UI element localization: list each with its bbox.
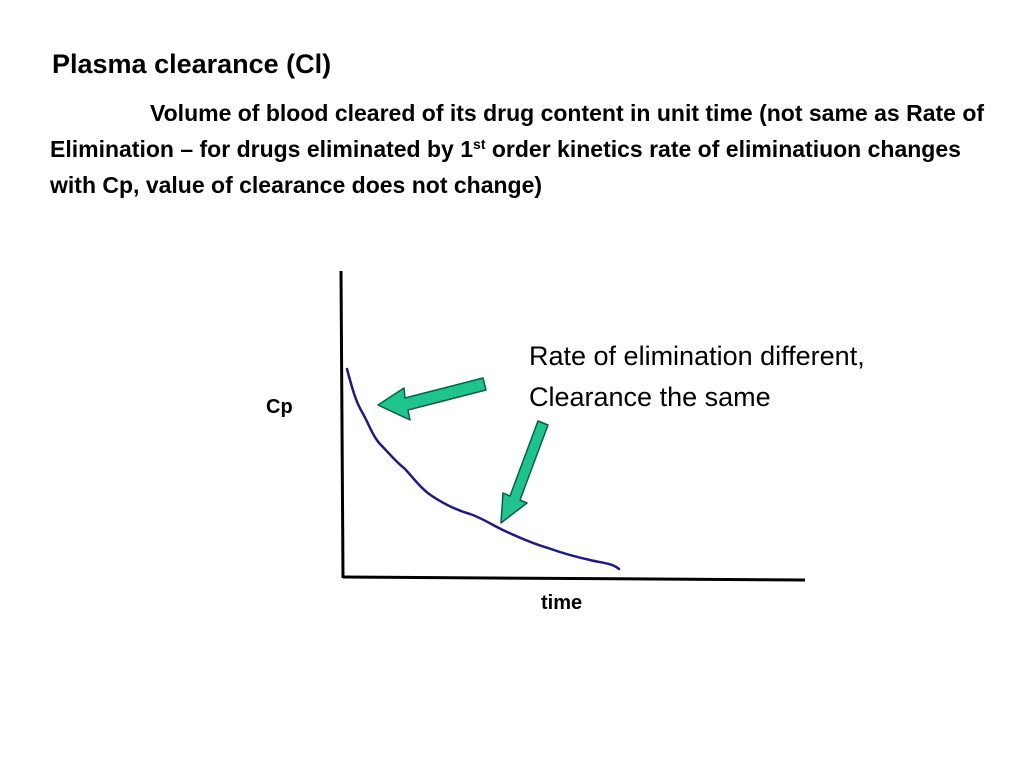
y-axis-label: Cp (266, 396, 293, 418)
arrow-to-late-curve (500, 420, 549, 524)
slide-title: Plasma clearance (Cl) (52, 49, 332, 79)
definition-text-part1: Volume of blood cleared of its drug cont… (50, 100, 985, 162)
definition-text-part2: order kinetics rate of eliminatiuon chan… (50, 136, 961, 198)
cp-decay-curve (345, 367, 621, 571)
annotation-line-2: Clearance the same (529, 382, 771, 412)
arrow-to-early-curve (377, 377, 487, 421)
definition-text: Volume of blood cleared of its drug cont… (50, 95, 990, 203)
x-axis (342, 575, 806, 582)
graph-annotation: Rate of elimination different, Clearance… (529, 336, 865, 418)
y-axis (339, 270, 345, 579)
x-axis-label: time (541, 592, 583, 614)
annotation-line-1: Rate of elimination different, (529, 341, 865, 371)
ordinal-superscript: st (473, 136, 486, 152)
